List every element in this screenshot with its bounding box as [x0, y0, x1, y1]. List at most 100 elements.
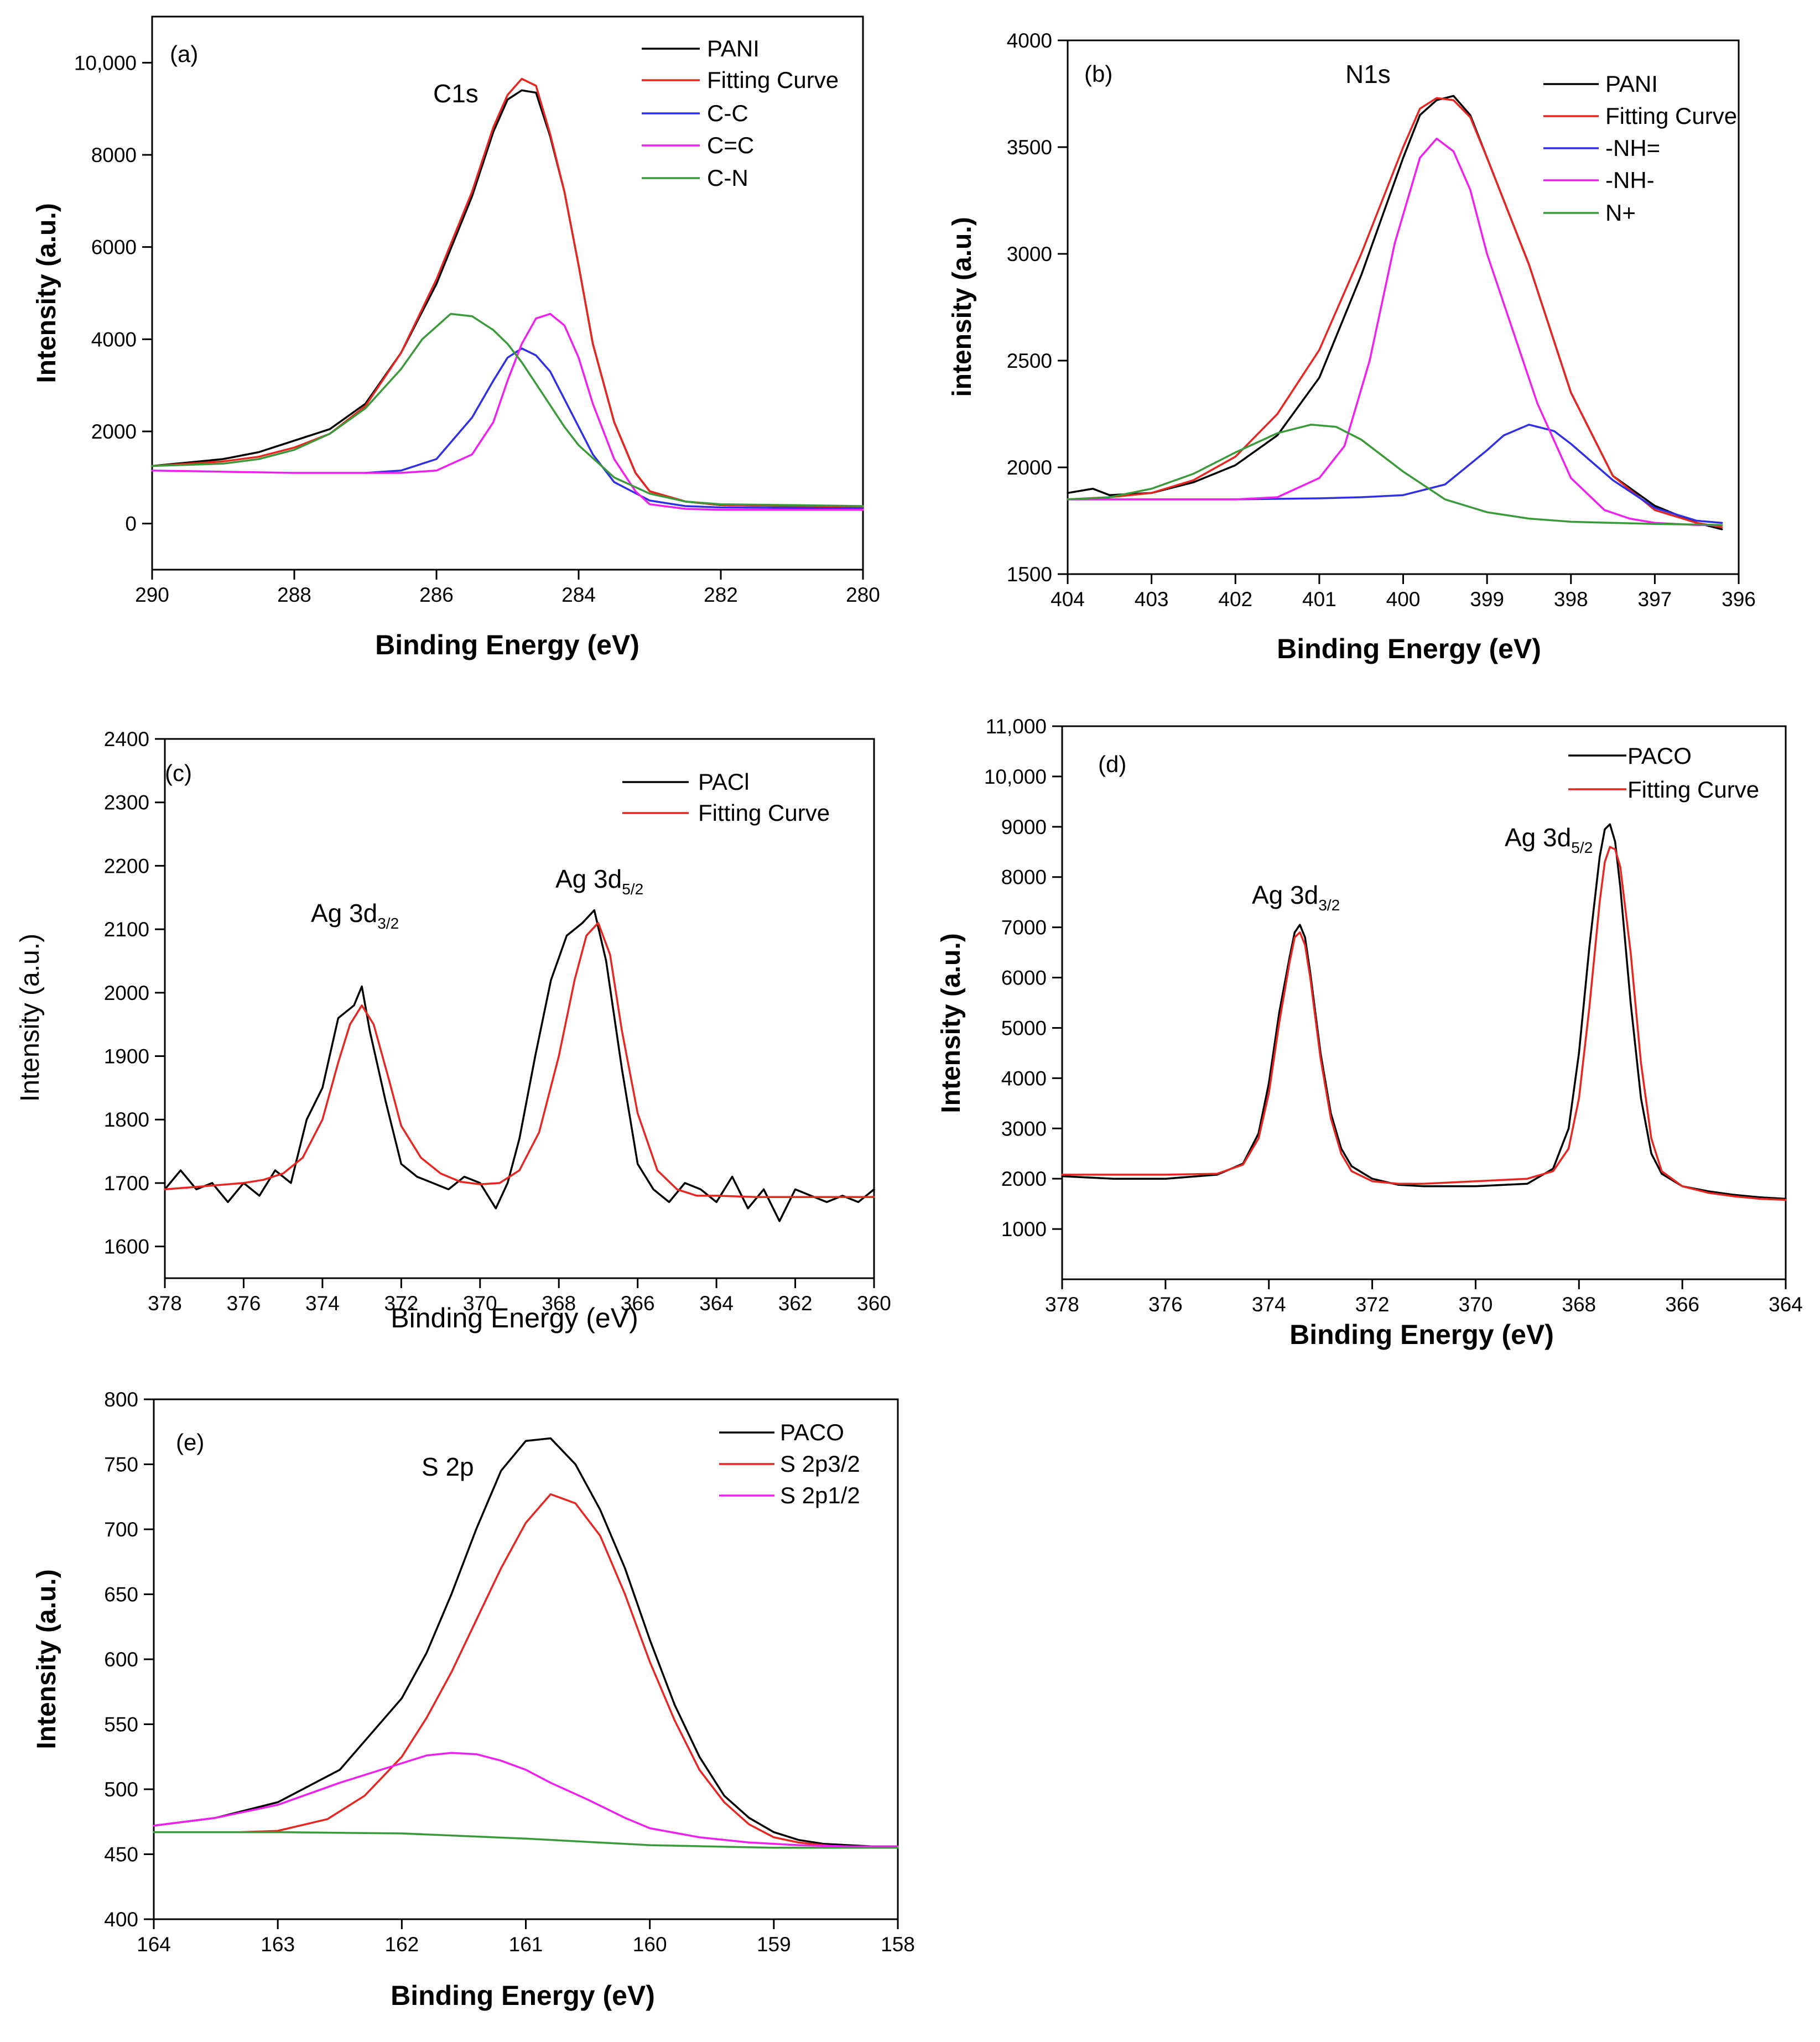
- series-line-c-pacl: [164, 909, 875, 1222]
- y-tick-label-d-8: 9000: [1001, 816, 1047, 838]
- y-tick-label-d-1: 2000: [1001, 1168, 1047, 1190]
- legend-label-cc-a: C-C: [707, 100, 748, 126]
- y-tick-label-d-0: 1000: [1001, 1218, 1047, 1241]
- y-tick-label-d-6: 7000: [1001, 916, 1047, 939]
- x-axis-label-b: Binding Energy (eV): [1277, 633, 1541, 664]
- y-tick-label-e-5: 650: [104, 1583, 138, 1606]
- legend-a: PANI Fitting Curve C-C C=C C-N: [642, 35, 839, 191]
- x-tick-label-c-6: 366: [621, 1292, 655, 1315]
- x-tick-label-d-5: 368: [1562, 1293, 1596, 1316]
- series-line-d-paco: [1061, 823, 1787, 1200]
- panel-a: 290 288 286 284 282 280 0 2000 4000 6000 8000 10,00…: [32, 15, 880, 660]
- x-tick-label-b-3: 401: [1302, 588, 1337, 611]
- annotation-ag3d32-c: Ag 3d3/2: [311, 899, 399, 932]
- y-tick-label-b-4: 3500: [1007, 136, 1052, 159]
- series-line-b-fitting-curve: [1067, 97, 1723, 528]
- y-tick-label-b-5: 4000: [1007, 29, 1052, 52]
- legend-label-s2p12-e: S 2p1/2: [780, 1482, 860, 1508]
- y-tick-label-b-1: 2000: [1007, 456, 1052, 479]
- y-axis-label-e: Intensity (a.u.): [32, 1569, 61, 1749]
- legend-label-fit-a: Fitting Curve: [707, 67, 839, 93]
- series-line-e-paco: [153, 1437, 899, 1848]
- y-tick-label-d-5: 6000: [1001, 967, 1047, 989]
- y-tick-label-d-2: 3000: [1001, 1117, 1047, 1140]
- x-tick-label-c-9: 360: [857, 1292, 891, 1315]
- series-line-a-pani: [151, 89, 864, 509]
- x-axis-label-e: Binding Energy (eV): [391, 1980, 655, 2011]
- x-tick-label-d-4: 370: [1459, 1293, 1493, 1316]
- x-axis-label-a: Binding Energy (eV): [375, 629, 639, 660]
- series-line-a-fitting-curve: [151, 77, 864, 509]
- legend-label-paco-e: PACO: [780, 1419, 844, 1445]
- series-line-e-s-2p3-2: [240, 1493, 850, 1849]
- series-line-e-baseline: [153, 1831, 899, 1849]
- y-tick-label-a-5: 10,000: [74, 51, 137, 74]
- y-axis-label-b: intensity (a.u.): [948, 217, 977, 397]
- plot-frame-c: [164, 738, 875, 1279]
- x-tick-label-e-5: 159: [757, 1933, 791, 1956]
- plot-frame-e: [153, 1398, 899, 1920]
- panel-e: 164 163 162 161 160 159 158 400 450 500 550 600 650 7…: [32, 1388, 915, 2011]
- annotation-ag3d52-c-sub: 5/2: [622, 881, 643, 898]
- y-tick-label-c-2: 1800: [104, 1108, 149, 1131]
- x-tick-label-d-2: 374: [1252, 1293, 1286, 1316]
- series-line-a-c-c: [151, 312, 864, 511]
- legend-label-pani-b: PANI: [1605, 71, 1658, 97]
- x-tick-label-b-8: 396: [1722, 588, 1756, 611]
- panel-label-b: (b): [1084, 61, 1112, 87]
- series-line-c-fitting-curve: [164, 921, 875, 1198]
- y-tick-label-b-2: 2500: [1007, 350, 1052, 372]
- x-tick-label-d-1: 376: [1148, 1293, 1183, 1316]
- axis-ticks-c: 378 376 374 372 370 368 366 364 362 360 1600 1700 18…: [104, 728, 891, 1315]
- y-tick-label-e-3: 550: [104, 1713, 138, 1736]
- legend-label-pani-a: PANI: [707, 35, 760, 61]
- y-tick-label-a-1: 2000: [91, 420, 137, 443]
- legend-b: PANI Fitting Curve -NH= -NH- N+: [1543, 71, 1737, 226]
- legend-label-paco-d: PACO: [1627, 743, 1692, 769]
- legend-label-fit-b: Fitting Curve: [1605, 103, 1737, 129]
- annotation-ag3d52-d: Ag 3d5/2: [1505, 823, 1593, 856]
- panel-d: 378 376 374 372 370 368 366 364 1000 2000 3000 4000…: [937, 715, 1803, 1350]
- panel-label-a: (a): [170, 41, 198, 67]
- legend-label-pacl-c: PACl: [698, 769, 750, 795]
- y-tick-label-d-10: 11,000: [986, 715, 1047, 738]
- x-tick-label-a-1: 288: [277, 584, 311, 606]
- x-tick-label-c-8: 362: [778, 1292, 813, 1315]
- y-tick-label-c-7: 2300: [104, 791, 149, 814]
- annotation-ag3d52-d-sub: 5/2: [1571, 839, 1593, 856]
- legend-label-c=c-a: C=C: [707, 132, 754, 158]
- legend-label-nh-imine-b: -NH=: [1605, 135, 1660, 161]
- annotation-ag3d52-d-text: Ag 3d: [1505, 823, 1571, 852]
- annotation-ag3d52-c: Ag 3d5/2: [555, 864, 643, 898]
- x-tick-label-d-3: 372: [1355, 1293, 1390, 1316]
- annotation-ag3d32-d: Ag 3d3/2: [1252, 881, 1340, 914]
- series-line-b-n: [1067, 424, 1723, 526]
- x-tick-label-a-4: 282: [704, 584, 738, 606]
- annotation-c1s: C1s: [433, 79, 479, 108]
- x-tick-label-a-5: 280: [846, 584, 880, 606]
- x-tick-label-c-1: 376: [227, 1292, 261, 1315]
- y-tick-label-d-9: 10,000: [984, 765, 1047, 788]
- y-tick-label-c-4: 2000: [104, 982, 149, 1004]
- axis-ticks-d: 378 376 374 372 370 368 366 364 1000 2000 3000 4000…: [984, 715, 1803, 1316]
- x-tick-label-a-0: 290: [135, 584, 169, 606]
- panel-label-d: (d): [1098, 751, 1126, 777]
- x-axis-label-c: Binding Energy (eV): [391, 1303, 638, 1333]
- legend-c: PACl Fitting Curve: [622, 769, 830, 826]
- axis-ticks-a: 290 288 286 284 282 280 0 2000 4000 6000 8000 10,00…: [74, 51, 880, 606]
- x-tick-label-e-3: 161: [509, 1933, 543, 1956]
- panel-label-c: (c): [165, 760, 192, 786]
- annotation-n1s: N1s: [1345, 60, 1391, 88]
- legend-label-cn-a: C-N: [707, 165, 748, 191]
- series-group-e: [153, 1437, 899, 1849]
- annotation-ag3d32-d-sub: 3/2: [1318, 897, 1340, 914]
- axis-ticks-b: 404 403 402 401 400 399 398 397 396 1500 2000 2500 3…: [1007, 29, 1756, 611]
- y-tick-label-b-0: 1500: [1007, 563, 1052, 586]
- x-tick-label-c-5: 368: [542, 1292, 576, 1315]
- x-tick-label-c-0: 378: [148, 1292, 182, 1315]
- series-group-a: [151, 77, 864, 511]
- x-tick-label-c-3: 372: [384, 1292, 418, 1315]
- x-tick-label-b-2: 402: [1218, 588, 1252, 611]
- y-tick-label-c-1: 1700: [104, 1172, 149, 1195]
